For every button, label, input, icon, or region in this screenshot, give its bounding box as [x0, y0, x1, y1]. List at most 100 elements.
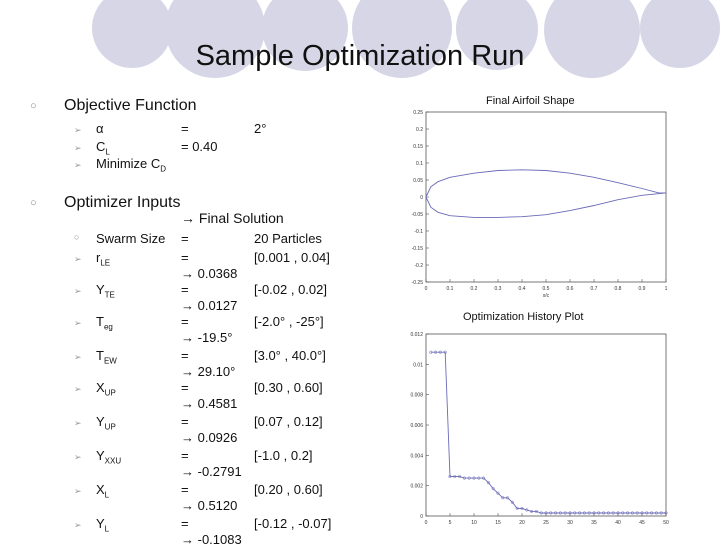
arrow-bullet-icon: ➢ — [74, 318, 82, 328]
data-point — [650, 511, 654, 515]
data-point — [544, 511, 548, 515]
objective-item-cd: Minimize CD — [96, 156, 167, 174]
y-tick-label: -0.2 — [414, 263, 423, 269]
param-range: [0.07 , 0.12] — [254, 414, 323, 429]
plot-frame — [425, 111, 667, 283]
sub-ring-icon: ○ — [74, 232, 80, 242]
data-point — [438, 350, 442, 354]
x-tick-label: 30 — [567, 520, 573, 526]
data-point — [477, 476, 481, 480]
param-final-value: → 0.0127 — [181, 298, 238, 313]
data-point — [582, 511, 586, 515]
series-line-0 — [430, 351, 666, 514]
y-tick-label: -0.25 — [412, 280, 424, 286]
objective-item-alpha-eq: = — [181, 121, 189, 136]
decor-circle-7 — [640, 0, 720, 68]
x-tick-label: 0.9 — [639, 286, 646, 292]
param-eq: = — [181, 282, 189, 297]
data-point — [640, 511, 644, 515]
data-point — [429, 350, 433, 354]
x-tick-label: 0.2 — [471, 286, 478, 292]
data-point — [554, 511, 558, 515]
x-tick-label: 1 — [665, 286, 668, 292]
x-tick-label: 20 — [519, 520, 525, 526]
param-name: rLE — [96, 250, 111, 268]
y-tick-label: 0.004 — [410, 453, 423, 459]
history-plot: 0 5 10 15 20 25 30 35 40 45 50 0.012 0.01 0.008 0.006 0… — [396, 326, 680, 538]
slide-title: Sample Optimization Run — [195, 40, 525, 72]
x-tick-label: 0 — [425, 286, 428, 292]
param-eq: = — [181, 482, 189, 497]
param-final-value: → 0.5120 — [181, 498, 238, 513]
decor-circle-4 — [352, 0, 452, 78]
objective-item-cl: CL — [96, 139, 110, 157]
y-tick-label: 0 — [420, 514, 423, 520]
x-tick-label: 0.3 — [495, 286, 502, 292]
param-name: YUP — [96, 414, 116, 432]
data-point — [602, 511, 606, 515]
x-tick-label: 5 — [449, 520, 452, 526]
decor-circle-5 — [456, 0, 538, 70]
param-name: TEW — [96, 348, 117, 366]
data-point — [621, 511, 625, 515]
param-range: [0.001 , 0.04] — [254, 250, 330, 265]
x-tick-label: 0.4 — [519, 286, 526, 292]
data-point — [453, 475, 457, 479]
arrow-bullet-icon: ➢ — [74, 143, 82, 153]
y-tick-label: 0.008 — [410, 393, 423, 399]
history-chart-svg: 0 5 10 15 20 25 30 35 40 45 50 0.012 0.01 0.008 0.006 0… — [410, 332, 669, 526]
y-tick-label: 0.25 — [413, 110, 423, 116]
swarm-size-eq: = — [181, 231, 189, 246]
data-point — [501, 496, 505, 500]
arrow-bullet-icon: ➢ — [74, 486, 82, 496]
param-final-value: → 29.10° — [181, 364, 236, 379]
decor-circle-2 — [165, 0, 265, 78]
arrow-bullet-icon: ➢ — [74, 452, 82, 462]
history-plot-title: Optimization History Plot — [463, 311, 584, 323]
y-tick-label: -0.15 — [412, 246, 424, 252]
data-point — [659, 511, 663, 515]
data-point — [462, 476, 466, 480]
data-point — [534, 509, 538, 513]
x-tick-label: 10 — [471, 520, 477, 526]
data-point — [635, 511, 639, 515]
bullet-ring-icon: ○ — [30, 197, 37, 209]
data-point — [458, 475, 462, 479]
param-range: [-0.12 , -0.07] — [254, 516, 332, 531]
param-range: [-0.02 , 0.02] — [254, 282, 327, 297]
data-point — [578, 511, 582, 515]
param-eq: = — [181, 348, 189, 363]
x-axis-label: x/c — [543, 293, 550, 299]
param-eq: = — [181, 380, 189, 395]
objective-item-alpha-val: 2° — [254, 121, 267, 136]
param-final-value: → -19.5° — [181, 330, 233, 345]
final-solution-label: → Final Solution — [181, 210, 284, 226]
param-range: [0.20 , 0.60] — [254, 482, 323, 497]
arrow-bullet-icon: ➢ — [74, 125, 82, 135]
param-range: [3.0° , 40.0°] — [254, 348, 326, 363]
param-name: XUP — [96, 380, 116, 398]
y-tick-label: -0.1 — [414, 229, 423, 235]
swarm-size-value: 20 Particles — [254, 231, 322, 246]
param-final-value: → 0.0368 — [181, 266, 238, 281]
param-name: YTE — [96, 282, 115, 300]
y-tick-label: 0.002 — [410, 484, 423, 490]
y-tick-label: 0.1 — [416, 161, 423, 167]
data-point — [587, 511, 591, 515]
data-point — [611, 511, 615, 515]
param-name: Teg — [96, 314, 113, 332]
data-point — [616, 511, 620, 515]
data-point — [558, 511, 562, 515]
y-tick-label: 0.012 — [410, 332, 423, 338]
y-tick-label: 0 — [420, 195, 423, 201]
param-eq: = — [181, 516, 189, 531]
decor-circle-1 — [92, 0, 172, 68]
param-name: XL — [96, 482, 110, 500]
x-tick-label: 25 — [543, 520, 549, 526]
data-point — [467, 476, 471, 480]
airfoil-plot: 0 0.1 0.2 0.3 0.4 0.5 0.6 0.7 0.8 0.9 1 0.25 0.2 0.15… — [396, 108, 676, 303]
param-final-value: → 0.4581 — [181, 396, 238, 411]
x-tick-label: 0.1 — [447, 286, 454, 292]
y-tick-label: 0.2 — [416, 127, 423, 133]
data-point — [496, 491, 500, 495]
